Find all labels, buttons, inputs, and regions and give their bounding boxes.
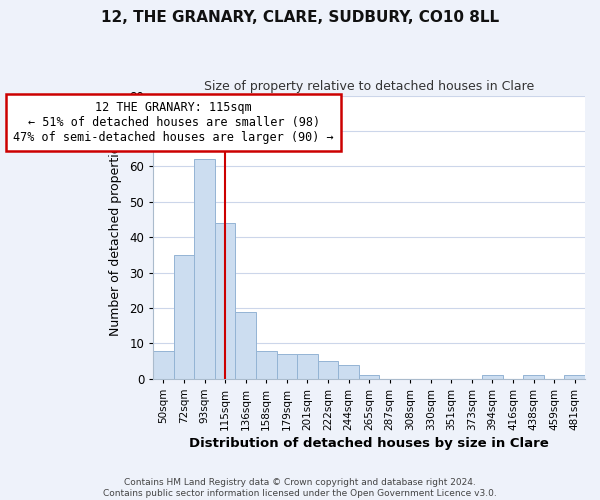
Bar [215, 223, 235, 379]
Bar [338, 364, 359, 379]
Text: 12, THE GRANARY, CLARE, SUDBURY, CO10 8LL: 12, THE GRANARY, CLARE, SUDBURY, CO10 8L… [101, 10, 499, 25]
Bar [523, 376, 544, 379]
Bar [256, 350, 277, 379]
Bar [297, 354, 317, 379]
Bar [235, 312, 256, 379]
Bar [359, 376, 379, 379]
Bar [153, 350, 174, 379]
X-axis label: Distribution of detached houses by size in Clare: Distribution of detached houses by size … [189, 437, 549, 450]
Bar [277, 354, 297, 379]
Bar [174, 255, 194, 379]
Y-axis label: Number of detached properties: Number of detached properties [109, 138, 122, 336]
Text: 12 THE GRANARY: 115sqm
← 51% of detached houses are smaller (98)
47% of semi-det: 12 THE GRANARY: 115sqm ← 51% of detached… [13, 101, 334, 144]
Text: Contains HM Land Registry data © Crown copyright and database right 2024.
Contai: Contains HM Land Registry data © Crown c… [103, 478, 497, 498]
Bar [482, 376, 503, 379]
Bar [194, 160, 215, 379]
Title: Size of property relative to detached houses in Clare: Size of property relative to detached ho… [204, 80, 534, 93]
Bar [317, 361, 338, 379]
Bar [565, 376, 585, 379]
